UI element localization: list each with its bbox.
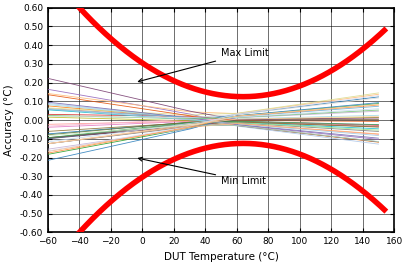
X-axis label: DUT Temperature (°C): DUT Temperature (°C) bbox=[164, 252, 278, 262]
Text: Min Limit: Min Limit bbox=[138, 157, 266, 186]
Text: Max Limit: Max Limit bbox=[138, 48, 269, 82]
Y-axis label: Accuracy (°C): Accuracy (°C) bbox=[4, 84, 14, 156]
